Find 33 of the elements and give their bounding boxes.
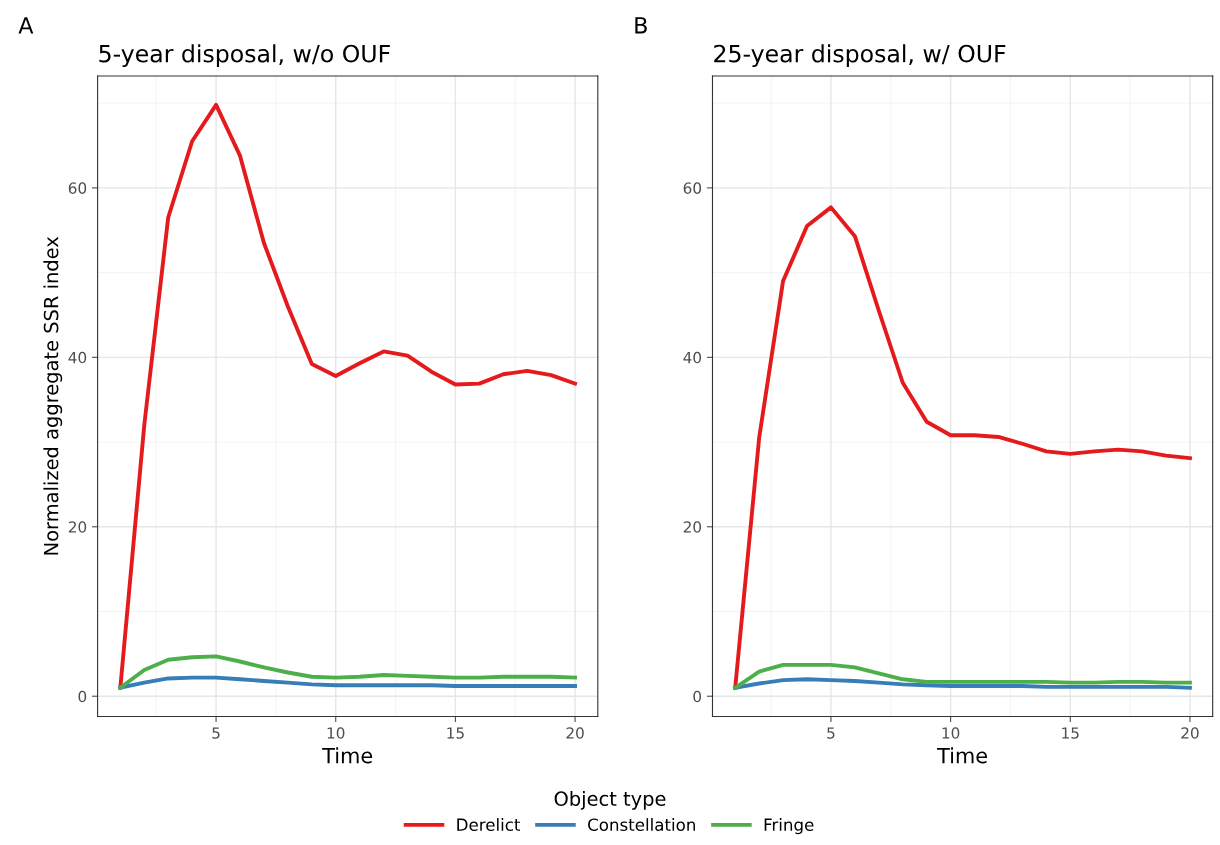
line-series: [733, 205, 1192, 690]
x-tick-label: 5: [827, 727, 835, 739]
chart-title: 25-year disposal, w/ OUF: [714, 44, 1006, 68]
x-tick-label: 15: [1062, 727, 1079, 739]
legend-label: Constellation: [588, 818, 695, 831]
line-series: [118, 654, 578, 690]
chart-title: 5-year disposal, w/o OUF: [99, 44, 390, 68]
x-tick-label: 10: [942, 727, 960, 739]
y-tick-label: 0: [78, 690, 87, 703]
text: A: [18, 17, 34, 34]
legend-label: Derelict: [457, 818, 521, 831]
x-tick-label: 20: [1181, 727, 1199, 739]
y-tick-label: 60: [683, 182, 702, 194]
y-tick-label: 40: [68, 351, 87, 364]
x-tick-label: 20: [566, 727, 584, 739]
x-tick-label: 5: [212, 727, 220, 739]
x-tick-label: 15: [447, 727, 464, 739]
y-tick-label: 20: [68, 521, 87, 533]
y-axis-title: Normalized aggregate SSR index: [43, 236, 63, 555]
legend-label: Fringe: [764, 818, 814, 835]
line-series: [733, 662, 1192, 690]
y-tick-label: 60: [68, 182, 87, 194]
text: B: [635, 17, 647, 34]
x-tick-label: 10: [327, 727, 345, 739]
line-series: [733, 677, 1192, 690]
legend-title: Object type: [554, 790, 666, 810]
line-series: [118, 675, 578, 690]
y-tick-label: 40: [683, 351, 702, 364]
x-axis-title: Time: [937, 747, 987, 764]
y-tick-label: 20: [683, 521, 702, 533]
y-tick-label: 0: [693, 690, 702, 703]
x-axis-title: Time: [322, 747, 373, 764]
line-series: [118, 102, 578, 690]
